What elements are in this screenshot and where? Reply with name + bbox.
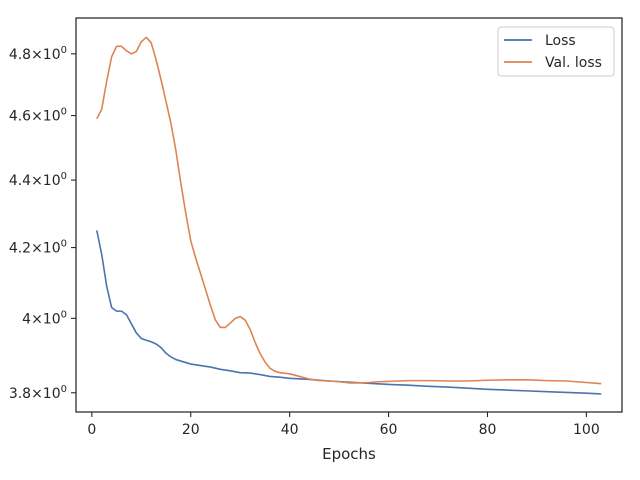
series-line-val-loss	[96, 36, 602, 385]
y-tick-label: 4.6×100	[9, 107, 67, 125]
x-tick-label: 100	[573, 422, 600, 438]
plot-area	[75, 17, 623, 413]
series-layer	[95, 36, 602, 395]
x-tick-label: 80	[479, 422, 497, 438]
y-tick-label: 4.8×100	[9, 45, 67, 63]
x-axis-label: Epochs	[322, 445, 376, 463]
y-tick-label: 4×100	[22, 309, 67, 327]
legend-label: Val. loss	[545, 55, 602, 71]
y-tick-label: 4.4×100	[9, 171, 67, 189]
series-line-loss	[95, 230, 602, 395]
x-axis: 0 20 40 60 80 100	[87, 412, 600, 438]
x-tick-label: 40	[281, 422, 299, 438]
y-axis: 3.8×100 4×100 4.2×100 4.4×100 4.6×100 4.8×100	[9, 45, 76, 402]
y-tick-label: 3.8×100	[9, 384, 67, 402]
y-tick-label: 4.2×100	[9, 239, 67, 257]
legend-label: Loss	[545, 33, 576, 49]
plot-frame	[75, 17, 623, 413]
legend: Loss Val. loss	[497, 26, 615, 77]
x-tick-label: 0	[87, 422, 96, 438]
x-tick-label: 60	[380, 422, 398, 438]
x-tick-label: 20	[182, 422, 200, 438]
